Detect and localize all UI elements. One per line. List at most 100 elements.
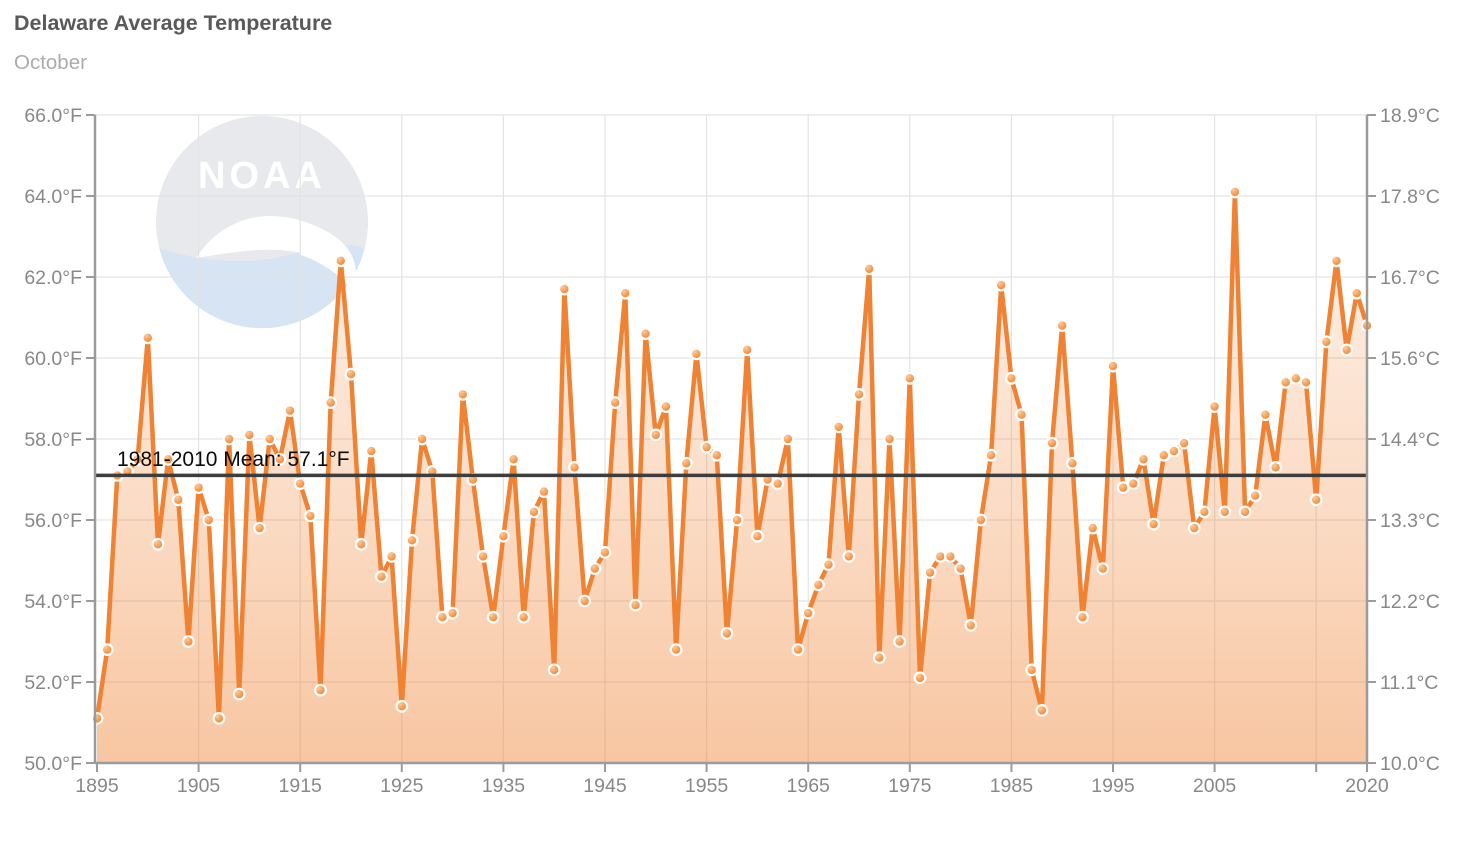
data-point-1922[interactable] (364, 444, 378, 458)
data-point-1935[interactable] (497, 529, 510, 543)
data-point-1999[interactable] (1147, 517, 1160, 531)
data-point-1907[interactable] (212, 712, 226, 725)
data-point-1901[interactable] (151, 537, 165, 551)
data-point-1972[interactable] (872, 651, 886, 665)
data-point-2018[interactable] (1340, 343, 1354, 357)
data-point-2005[interactable] (1208, 400, 1221, 414)
data-point-1930[interactable] (446, 606, 460, 620)
data-point-1934[interactable] (486, 610, 500, 624)
data-point-1967[interactable] (822, 558, 835, 571)
data-point-2007[interactable] (1228, 185, 1242, 199)
data-point-2002[interactable] (1177, 436, 1191, 450)
data-point-1986[interactable] (1015, 408, 1028, 422)
data-point-1958[interactable] (730, 513, 744, 527)
data-point-1954[interactable] (690, 347, 703, 361)
data-point-1914[interactable] (283, 404, 297, 418)
data-point-1960[interactable] (751, 529, 764, 543)
data-point-1943[interactable] (578, 594, 592, 608)
data-point-1924[interactable] (385, 550, 399, 563)
data-point-1966[interactable] (812, 578, 825, 592)
data-point-1949[interactable] (639, 327, 652, 341)
data-point-1916[interactable] (304, 509, 317, 523)
data-point-1951[interactable] (659, 400, 673, 414)
data-point-2011[interactable] (1269, 461, 1282, 474)
data-point-1931[interactable] (456, 388, 470, 401)
data-point-1988[interactable] (1035, 704, 1049, 717)
data-point-1895[interactable] (90, 712, 104, 725)
data-point-1993[interactable] (1086, 521, 1100, 535)
data-point-1963[interactable] (781, 432, 795, 446)
data-point-1909[interactable] (232, 687, 246, 701)
data-point-2010[interactable] (1258, 408, 1272, 422)
data-point-1899[interactable] (131, 452, 145, 466)
data-point-1936[interactable] (507, 452, 520, 466)
data-point-1908[interactable] (222, 432, 236, 446)
data-point-1900[interactable] (141, 331, 155, 345)
data-point-1969[interactable] (842, 550, 856, 563)
data-point-1994[interactable] (1096, 562, 1110, 575)
data-point-1920[interactable] (344, 367, 358, 381)
data-point-1997[interactable] (1126, 477, 1140, 491)
data-point-1957[interactable] (720, 627, 734, 640)
data-point-1921[interactable] (354, 537, 368, 551)
data-point-1896[interactable] (100, 643, 114, 656)
data-point-1942[interactable] (568, 461, 581, 474)
data-point-1990[interactable] (1055, 319, 1069, 333)
data-point-2012[interactable] (1279, 375, 1293, 389)
data-point-1940[interactable] (547, 663, 561, 677)
data-point-1973[interactable] (883, 432, 896, 446)
data-point-1984[interactable] (994, 278, 1008, 292)
data-point-1977[interactable] (923, 566, 937, 579)
data-point-2014[interactable] (1299, 375, 1313, 389)
data-point-1939[interactable] (537, 485, 551, 499)
data-point-2004[interactable] (1197, 505, 1211, 519)
data-point-1971[interactable] (862, 262, 876, 276)
data-point-1998[interactable] (1137, 452, 1150, 466)
data-point-2015[interactable] (1309, 493, 1323, 507)
data-point-1933[interactable] (476, 550, 490, 563)
data-point-1952[interactable] (669, 643, 683, 656)
data-point-1915[interactable] (293, 477, 307, 491)
data-point-1989[interactable] (1045, 436, 1059, 450)
data-point-1976[interactable] (913, 671, 927, 685)
data-point-1982[interactable] (974, 513, 988, 527)
data-point-1917[interactable] (314, 683, 327, 697)
data-point-2000[interactable] (1157, 448, 1171, 462)
data-point-1975[interactable] (903, 371, 917, 385)
data-point-1912[interactable] (263, 432, 277, 446)
data-point-1979[interactable] (944, 550, 957, 563)
data-point-1911[interactable] (253, 521, 267, 535)
data-point-1902[interactable] (161, 452, 175, 466)
data-point-1904[interactable] (181, 635, 195, 648)
data-point-1968[interactable] (832, 420, 846, 434)
data-point-1903[interactable] (171, 493, 185, 507)
data-point-1938[interactable] (527, 505, 541, 519)
data-point-2003[interactable] (1187, 521, 1201, 535)
data-point-1970[interactable] (852, 388, 866, 401)
data-point-2008[interactable] (1238, 505, 1252, 519)
data-point-1956[interactable] (710, 448, 724, 462)
data-point-1948[interactable] (629, 598, 642, 612)
data-point-1929[interactable] (436, 610, 449, 624)
data-point-1980[interactable] (954, 562, 967, 575)
data-point-2016[interactable] (1319, 335, 1333, 349)
data-point-1913[interactable] (273, 452, 287, 466)
data-point-1941[interactable] (558, 282, 571, 296)
data-point-1946[interactable] (608, 396, 622, 410)
data-point-1985[interactable] (1005, 371, 1018, 385)
data-point-1905[interactable] (192, 481, 206, 495)
data-point-1918[interactable] (324, 396, 338, 410)
data-point-1962[interactable] (771, 477, 785, 491)
data-point-1991[interactable] (1065, 456, 1079, 470)
data-point-1981[interactable] (964, 618, 978, 632)
data-point-1937[interactable] (517, 610, 531, 624)
data-point-2017[interactable] (1330, 254, 1343, 268)
data-point-1964[interactable] (791, 643, 805, 656)
data-point-2006[interactable] (1218, 505, 1232, 519)
data-point-1945[interactable] (598, 546, 612, 559)
data-point-1923[interactable] (375, 570, 388, 584)
data-point-1926[interactable] (405, 533, 419, 547)
data-point-1947[interactable] (618, 286, 632, 300)
data-point-1944[interactable] (588, 562, 602, 575)
data-point-1925[interactable] (395, 699, 409, 713)
